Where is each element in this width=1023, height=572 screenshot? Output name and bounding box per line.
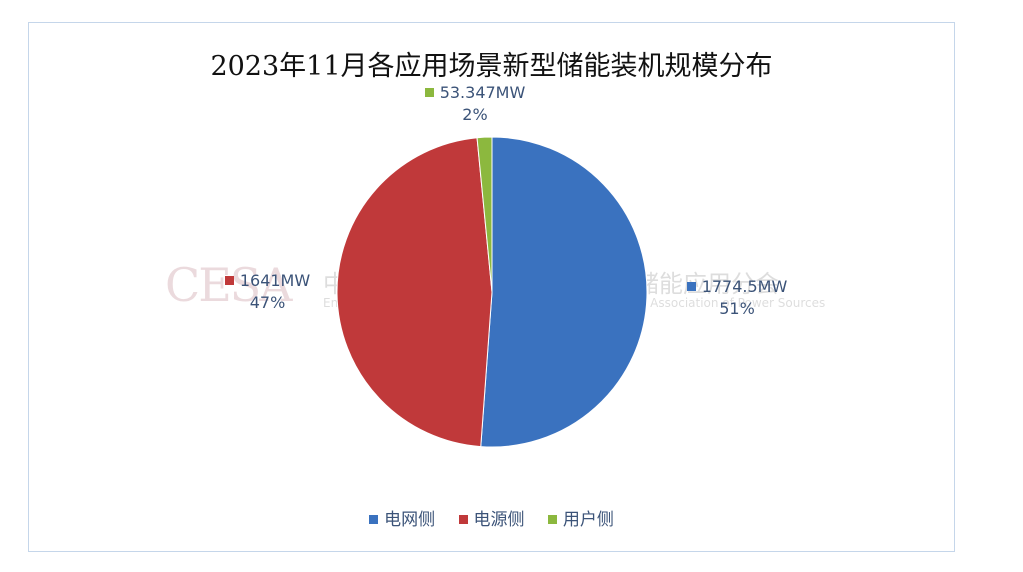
legend-item-grid: 电网侧 [369,510,435,530]
label-percent: 51% [719,299,755,318]
chart-title: 2023年11月各应用场景新型储能装机规模分布 [210,51,773,82]
legend-label: 用户侧 [562,510,614,530]
label-value: 1641MW [239,271,311,290]
legend: 电网侧 电源侧 用户侧 [0,505,983,530]
legend-label: 电网侧 [384,510,436,530]
legend-label: 电源侧 [473,510,525,530]
label-percent: 2% [462,105,488,124]
swatch [424,88,434,97]
legend-swatch [547,515,557,524]
label-percent: 47% [249,293,286,312]
legend-item-user: 用户侧 [547,510,614,530]
data-label-grid: 1774.5MW 51% [672,276,802,320]
legend-item-source: 电源侧 [458,510,525,530]
legend-swatch [369,515,379,524]
slice-source [336,137,493,448]
label-value: 53.347MW [439,83,526,102]
chart-frame [28,22,955,552]
slice-grid [480,136,648,448]
label-value: 1774.5MW [701,277,788,296]
swatch [224,276,234,285]
slice-user [476,136,493,293]
swatch [686,282,696,291]
data-label-user: 53.347MW 2% [410,82,540,126]
legend-swatch [458,515,468,524]
data-label-source: 1641MW 47% [210,270,325,314]
